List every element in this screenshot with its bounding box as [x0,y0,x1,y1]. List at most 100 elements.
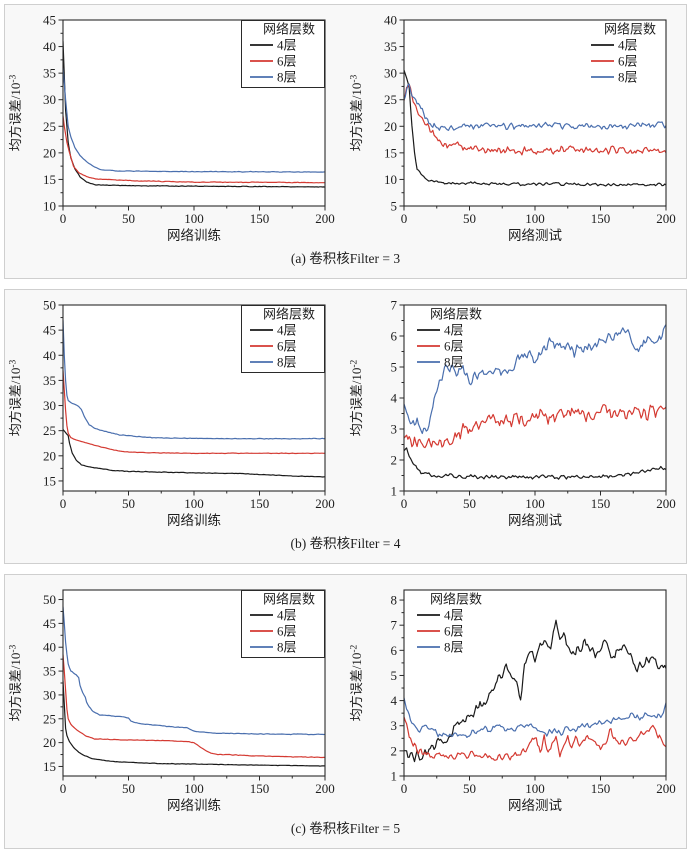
chart-b-train: 0 50 100 150 200 15 20 25 30 35 40 45 50 网络训练 均方误差/10-… [6,295,344,533]
chart-canvas: 0 50 100 150 200 10 15 20 25 30 35 40 45 网络训练 均方误差/10-… [8,13,335,244]
svg-text:网络层数: 网络层数 [430,307,482,322]
svg-text:30: 30 [43,687,56,702]
svg-text:20: 20 [43,448,56,463]
svg-text:10: 10 [384,172,397,187]
svg-text:100: 100 [184,496,204,511]
svg-text:1: 1 [391,484,398,499]
subfigure-a-charts: 0 50 100 150 200 10 15 20 25 30 35 40 45 网络训练 均方误差/10-… [6,10,685,248]
svg-text:7: 7 [391,298,398,313]
subfigure-a-caption: (a) 卷积核Filter = 3 [290,251,401,266]
svg-text:150: 150 [591,211,611,226]
svg-text:0: 0 [401,781,408,796]
svg-text:200: 200 [656,211,676,226]
svg-text:100: 100 [525,496,545,511]
svg-text:40: 40 [43,640,56,655]
svg-text:45: 45 [43,616,56,631]
svg-text:6层: 6层 [444,339,464,354]
svg-text:5: 5 [391,668,398,683]
svg-text:25: 25 [43,423,56,438]
svg-text:25: 25 [43,711,56,726]
svg-text:0: 0 [60,211,67,226]
svg-text:200: 200 [315,496,335,511]
chart-a-train: 0 50 100 150 200 10 15 20 25 30 35 40 45 网络训练 均方误差/10-… [6,10,344,248]
subfigure-a: 0 50 100 150 200 10 15 20 25 30 35 40 45 网络训练 均方误差/10-… [4,4,687,279]
svg-text:200: 200 [656,496,676,511]
svg-text:网络层数: 网络层数 [604,22,656,37]
svg-text:30: 30 [43,398,56,413]
svg-text:10: 10 [43,199,56,214]
svg-text:50: 50 [463,211,476,226]
svg-text:20: 20 [43,145,56,160]
svg-text:100: 100 [184,211,204,226]
svg-text:6层: 6层 [277,54,297,69]
svg-text:8层: 8层 [277,355,297,370]
svg-text:网络训练: 网络训练 [167,228,221,243]
svg-text:200: 200 [656,781,676,796]
chart-canvas: 0 50 100 150 200 1 2 3 4 5 6 7 网络测试 均方误差/10-2 网络层数4层6层… [349,298,676,529]
svg-text:30: 30 [43,92,56,107]
svg-text:均方误差/10-3: 均方误差/10-3 [8,359,23,436]
svg-text:4层: 4层 [444,608,464,623]
svg-text:150: 150 [250,211,270,226]
subfigure-b: 0 50 100 150 200 15 20 25 30 35 40 45 50 网络训练 均方误差/10-… [4,289,687,564]
svg-text:均方误差/10-2: 均方误差/10-2 [349,359,364,436]
svg-text:45: 45 [43,13,56,28]
svg-text:200: 200 [315,781,335,796]
svg-text:15: 15 [384,145,397,160]
svg-text:100: 100 [184,781,204,796]
svg-text:6层: 6层 [444,624,464,639]
svg-text:2: 2 [391,453,398,468]
svg-text:7: 7 [391,618,398,633]
svg-text:45: 45 [43,323,56,338]
svg-text:15: 15 [43,759,56,774]
svg-text:0: 0 [60,781,67,796]
svg-text:1: 1 [391,769,398,784]
svg-text:20: 20 [43,735,56,750]
svg-text:25: 25 [43,119,56,134]
svg-text:0: 0 [60,496,67,511]
svg-text:8层: 8层 [444,640,464,655]
svg-text:40: 40 [43,39,56,54]
chart-c-train: 0 50 100 150 200 15 20 25 30 35 40 45 50 网络训练 均方误差/10-… [6,580,344,818]
svg-text:4: 4 [391,391,398,406]
svg-text:网络训练: 网络训练 [167,798,221,813]
svg-text:30: 30 [384,66,397,81]
svg-text:8层: 8层 [618,70,638,85]
svg-text:4层: 4层 [444,323,464,338]
svg-text:6层: 6层 [277,339,297,354]
svg-text:均方误差/10-2: 均方误差/10-2 [349,644,364,721]
svg-text:4层: 4层 [277,608,297,623]
chart-canvas: 0 50 100 150 200 15 20 25 30 35 40 45 50 网络训练 均方误差/10-… [8,589,335,813]
svg-text:4层: 4层 [277,38,297,53]
svg-text:5: 5 [391,360,398,375]
subfigure-c-charts: 0 50 100 150 200 15 20 25 30 35 40 45 50 网络训练 均方误差/10-… [6,580,685,818]
svg-text:25: 25 [384,92,397,107]
svg-text:3: 3 [391,718,398,733]
svg-text:40: 40 [384,13,397,28]
subfigure-c-caption: (c) 卷积核Filter = 5 [290,821,401,836]
svg-text:50: 50 [122,781,135,796]
svg-text:150: 150 [591,781,611,796]
svg-text:6层: 6层 [277,624,297,639]
subfigure-c: 0 50 100 150 200 15 20 25 30 35 40 45 50 网络训练 均方误差/10-… [4,574,687,849]
svg-text:150: 150 [250,496,270,511]
svg-text:4层: 4层 [277,323,297,338]
chart-canvas: 0 50 100 150 200 5 10 15 20 25 30 35 40 网络测试 均方误差/10-3… [349,13,676,244]
chart-canvas: 0 50 100 150 200 1 2 3 4 5 6 7 8 网络测试 均方误差/10-2 网络层数4层6… [349,589,676,813]
svg-text:网络测试: 网络测试 [508,228,562,243]
svg-text:50: 50 [463,496,476,511]
svg-text:6层: 6层 [618,54,638,69]
svg-text:8层: 8层 [277,640,297,655]
svg-text:50: 50 [463,781,476,796]
svg-text:35: 35 [43,66,56,81]
chart-a-test: 0 50 100 150 200 5 10 15 20 25 30 35 40 网络测试 均方误差/10-3… [347,10,685,248]
svg-text:20: 20 [384,119,397,134]
svg-text:均方误差/10-3: 均方误差/10-3 [8,74,23,151]
svg-text:2: 2 [391,743,398,758]
svg-text:网络层数: 网络层数 [430,592,482,607]
svg-text:15: 15 [43,172,56,187]
chart-b-test: 0 50 100 150 200 1 2 3 4 5 6 7 网络测试 均方误差/10-2 网络层数 4层 6层… [347,295,685,533]
svg-text:8层: 8层 [444,355,464,370]
svg-text:200: 200 [315,211,335,226]
